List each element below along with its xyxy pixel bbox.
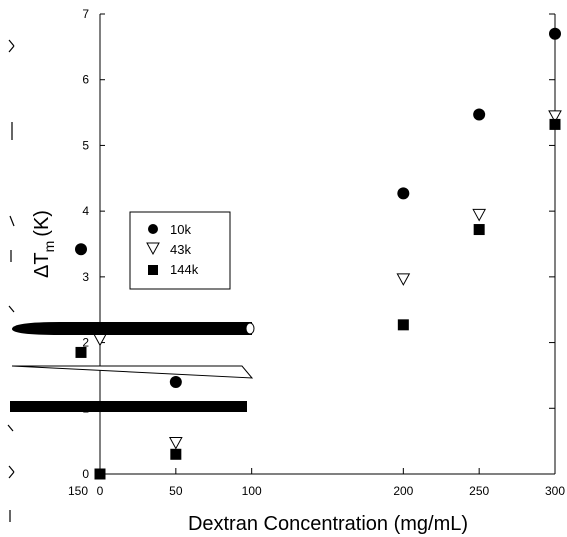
outside-point-10k (75, 243, 87, 256)
legend-label-43k: 43k (170, 242, 191, 257)
data-point-43k (396, 273, 411, 286)
x-tick-label: 0 (97, 484, 104, 498)
svg-text:ΔTm(K): ΔTm (K) (31, 210, 57, 278)
outside-point-144k (75, 346, 87, 358)
legend: 10k 43k 144k (129, 211, 231, 290)
x-tick-label: 100 (242, 484, 262, 498)
y-tick-label: 6 (82, 73, 89, 87)
data-point-144k (170, 448, 182, 460)
y-axis-title-main: ΔT (31, 252, 53, 278)
legend-box (129, 211, 231, 290)
legend-marker-10k (148, 224, 158, 234)
data-point-10k (549, 27, 561, 40)
data-point-144k (397, 319, 409, 331)
y-axis-title: ΔTm (K) (31, 210, 57, 278)
data-point-43k (168, 436, 183, 450)
stray-label-150: 150 (68, 484, 88, 498)
x-axis-title: Dextran Concentration (mg/mL) (188, 513, 468, 535)
data-point-43k (472, 208, 487, 222)
artifact-wedge (11, 365, 254, 379)
left-artifacts (7, 39, 255, 522)
legend-label-144k: 144k (170, 262, 199, 277)
y-tick-label: 0 (82, 467, 89, 481)
data-point-43k (93, 333, 107, 347)
legend-marker-144k (148, 265, 158, 275)
y-tick-label: 7 (82, 7, 89, 21)
x-tick-label: 200 (393, 484, 413, 498)
data-point-144k (94, 468, 106, 480)
data-point-144k (473, 224, 485, 236)
y-axis-title-unit: (K) (31, 210, 53, 237)
x-tick-label: 300 (545, 484, 565, 498)
legend-marker-43k (146, 242, 160, 256)
data-point-10k (397, 187, 410, 200)
x-tick-label: 250 (469, 484, 489, 498)
y-tick-label: 5 (82, 138, 89, 152)
data-point-10k (169, 376, 182, 388)
artifact-ellipse-end (245, 322, 255, 335)
y-tick-label: 4 (82, 204, 89, 218)
x-tick-label: 50 (169, 484, 183, 498)
artifact-ellipse-bar (12, 322, 252, 335)
y-tick-label: 2 (82, 336, 89, 350)
artifact-left-strokes (7, 39, 15, 522)
y-axis-title-sub: m (41, 241, 57, 253)
artifact-thick-bar (10, 401, 247, 412)
data-point-43k (548, 110, 562, 123)
data-markers (75, 27, 562, 480)
data-point-10k (473, 108, 486, 121)
ticks: 05010020025030001234567 (82, 7, 565, 498)
y-tick-label: 3 (82, 270, 89, 284)
data-point-144k (549, 118, 561, 130)
legend-label-10k: 10k (170, 222, 191, 237)
